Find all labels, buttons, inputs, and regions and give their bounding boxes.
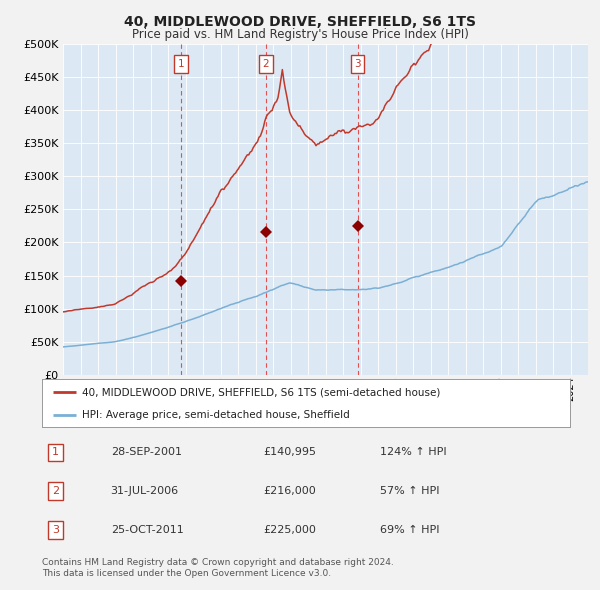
Text: 124% ↑ HPI: 124% ↑ HPI: [380, 447, 446, 457]
Text: 3: 3: [52, 525, 59, 535]
Text: 1: 1: [52, 447, 59, 457]
Text: 25-OCT-2011: 25-OCT-2011: [110, 525, 184, 535]
Text: £140,995: £140,995: [264, 447, 317, 457]
Text: 69% ↑ HPI: 69% ↑ HPI: [380, 525, 439, 535]
Text: 40, MIDDLEWOOD DRIVE, SHEFFIELD, S6 1TS: 40, MIDDLEWOOD DRIVE, SHEFFIELD, S6 1TS: [124, 15, 476, 29]
Text: 3: 3: [354, 59, 361, 69]
Text: 57% ↑ HPI: 57% ↑ HPI: [380, 486, 439, 496]
Text: HPI: Average price, semi-detached house, Sheffield: HPI: Average price, semi-detached house,…: [82, 410, 349, 420]
Text: Price paid vs. HM Land Registry's House Price Index (HPI): Price paid vs. HM Land Registry's House …: [131, 28, 469, 41]
Text: 2: 2: [262, 59, 269, 69]
Text: 2: 2: [52, 486, 59, 496]
Text: £225,000: £225,000: [264, 525, 317, 535]
Text: 28-SEP-2001: 28-SEP-2001: [110, 447, 182, 457]
Text: 31-JUL-2006: 31-JUL-2006: [110, 486, 179, 496]
Text: 40, MIDDLEWOOD DRIVE, SHEFFIELD, S6 1TS (semi-detached house): 40, MIDDLEWOOD DRIVE, SHEFFIELD, S6 1TS …: [82, 387, 440, 397]
Text: Contains HM Land Registry data © Crown copyright and database right 2024.
This d: Contains HM Land Registry data © Crown c…: [42, 558, 394, 578]
Text: £216,000: £216,000: [264, 486, 317, 496]
Text: 1: 1: [178, 59, 184, 69]
